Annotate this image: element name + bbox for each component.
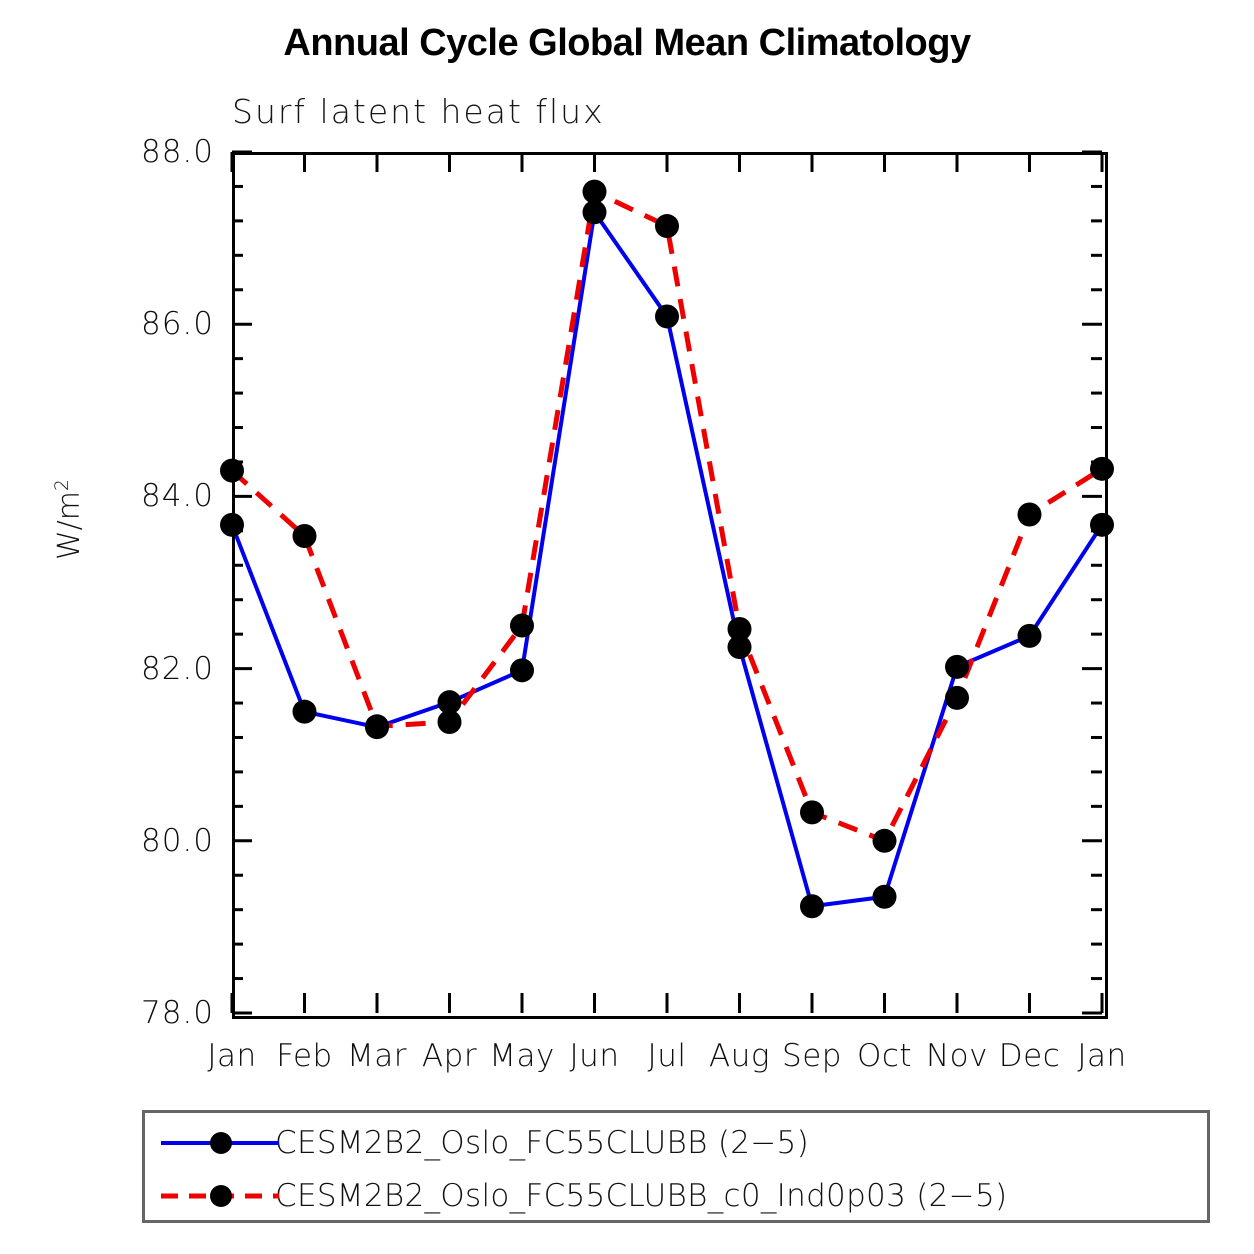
data-point-marker — [1017, 502, 1042, 527]
data-point-marker — [872, 884, 897, 909]
x-axis-tick-label: Jul — [647, 1038, 687, 1074]
y-axis-tick-label: 78.0 — [140, 995, 214, 1031]
x-axis-tick-label: Mar — [347, 1038, 407, 1074]
data-point-marker — [437, 709, 462, 734]
data-point-marker — [1017, 623, 1042, 648]
series-line-1 — [230, 187, 1104, 844]
legend-label-0: CESM2B2_Oslo_FC55CLUBB (2−5) — [275, 1125, 809, 1161]
x-axis-tick-label: Feb — [276, 1038, 333, 1074]
data-point-marker — [945, 654, 969, 679]
y-axis-tick-labels: 88.0 86.0 84.0 82.0 80.0 78.0 — [0, 134, 214, 1031]
data-point-marker — [437, 690, 462, 715]
y-axis-tick-label: 86.0 — [140, 306, 214, 343]
page-title: Annual Cycle Global Mean Climatology — [283, 22, 971, 64]
y-axis-tick-label: 88.0 — [140, 134, 214, 170]
x-axis-tick-label: Aug — [709, 1038, 770, 1074]
data-point-marker — [582, 179, 607, 204]
plot-canvas — [220, 150, 1114, 1015]
data-point-marker — [220, 458, 244, 483]
y-axis-tick-label: 80.0 — [140, 822, 214, 859]
data-point-marker — [1090, 512, 1114, 537]
x-axis-tick-label: Apr — [421, 1038, 478, 1074]
data-point-marker — [727, 635, 752, 660]
plot-area — [232, 152, 1108, 1019]
data-point-marker — [510, 613, 534, 638]
data-point-marker — [655, 214, 679, 239]
axis-ticks — [230, 150, 1104, 1015]
legend-entry-1[interactable]: CESM2B2_Oslo_FC55CLUBB_c0_Ind0p03 (2−5) — [145, 1168, 1207, 1224]
legend: CESM2B2_Oslo_FC55CLUBB (2−5) CESM2B2_Osl… — [142, 1110, 1210, 1223]
data-point-marker — [510, 658, 534, 683]
data-series-group — [220, 179, 1114, 919]
x-axis-tick-labels: Jan Feb Mar Apr May Jun Jul Aug Sep Oct Nov Dec Jan — [207, 1038, 1126, 1088]
data-point-marker — [872, 828, 897, 853]
data-point-marker — [220, 512, 244, 537]
y-axis-tick-label: 82.0 — [140, 650, 214, 687]
x-axis-tick-label: Jan — [1077, 1038, 1127, 1074]
x-axis-tick-label: Sep — [782, 1038, 842, 1074]
data-point-marker — [292, 524, 317, 549]
data-point-marker — [800, 894, 824, 919]
x-axis-tick-label: Oct — [856, 1038, 913, 1074]
data-point-marker — [800, 800, 824, 825]
legend-entry-0[interactable]: CESM2B2_Oslo_FC55CLUBB (2−5) — [145, 1115, 1207, 1171]
data-point-marker — [292, 699, 317, 724]
data-point-marker — [727, 616, 752, 641]
x-axis-tick-label: May — [489, 1038, 555, 1074]
data-point-marker — [582, 200, 607, 225]
x-axis-tick-label: Nov — [925, 1038, 989, 1074]
chart-subtitle: Surf latent heat flux — [232, 92, 605, 131]
data-point-marker — [655, 304, 679, 329]
legend-swatch-red — [161, 1181, 279, 1211]
data-point-marker — [1090, 456, 1114, 481]
y-axis-tick-label: 84.0 — [140, 478, 214, 515]
data-point-marker — [945, 685, 969, 710]
data-point-marker — [365, 714, 389, 739]
legend-swatch-blue — [161, 1128, 279, 1158]
x-axis-tick-label: Dec — [998, 1038, 1061, 1074]
x-axis-tick-label: Jun — [569, 1038, 620, 1074]
x-axis-tick-label: Jan — [207, 1038, 257, 1074]
legend-label-1: CESM2B2_Oslo_FC55CLUBB_c0_Ind0p03 (2−5) — [275, 1178, 1008, 1214]
